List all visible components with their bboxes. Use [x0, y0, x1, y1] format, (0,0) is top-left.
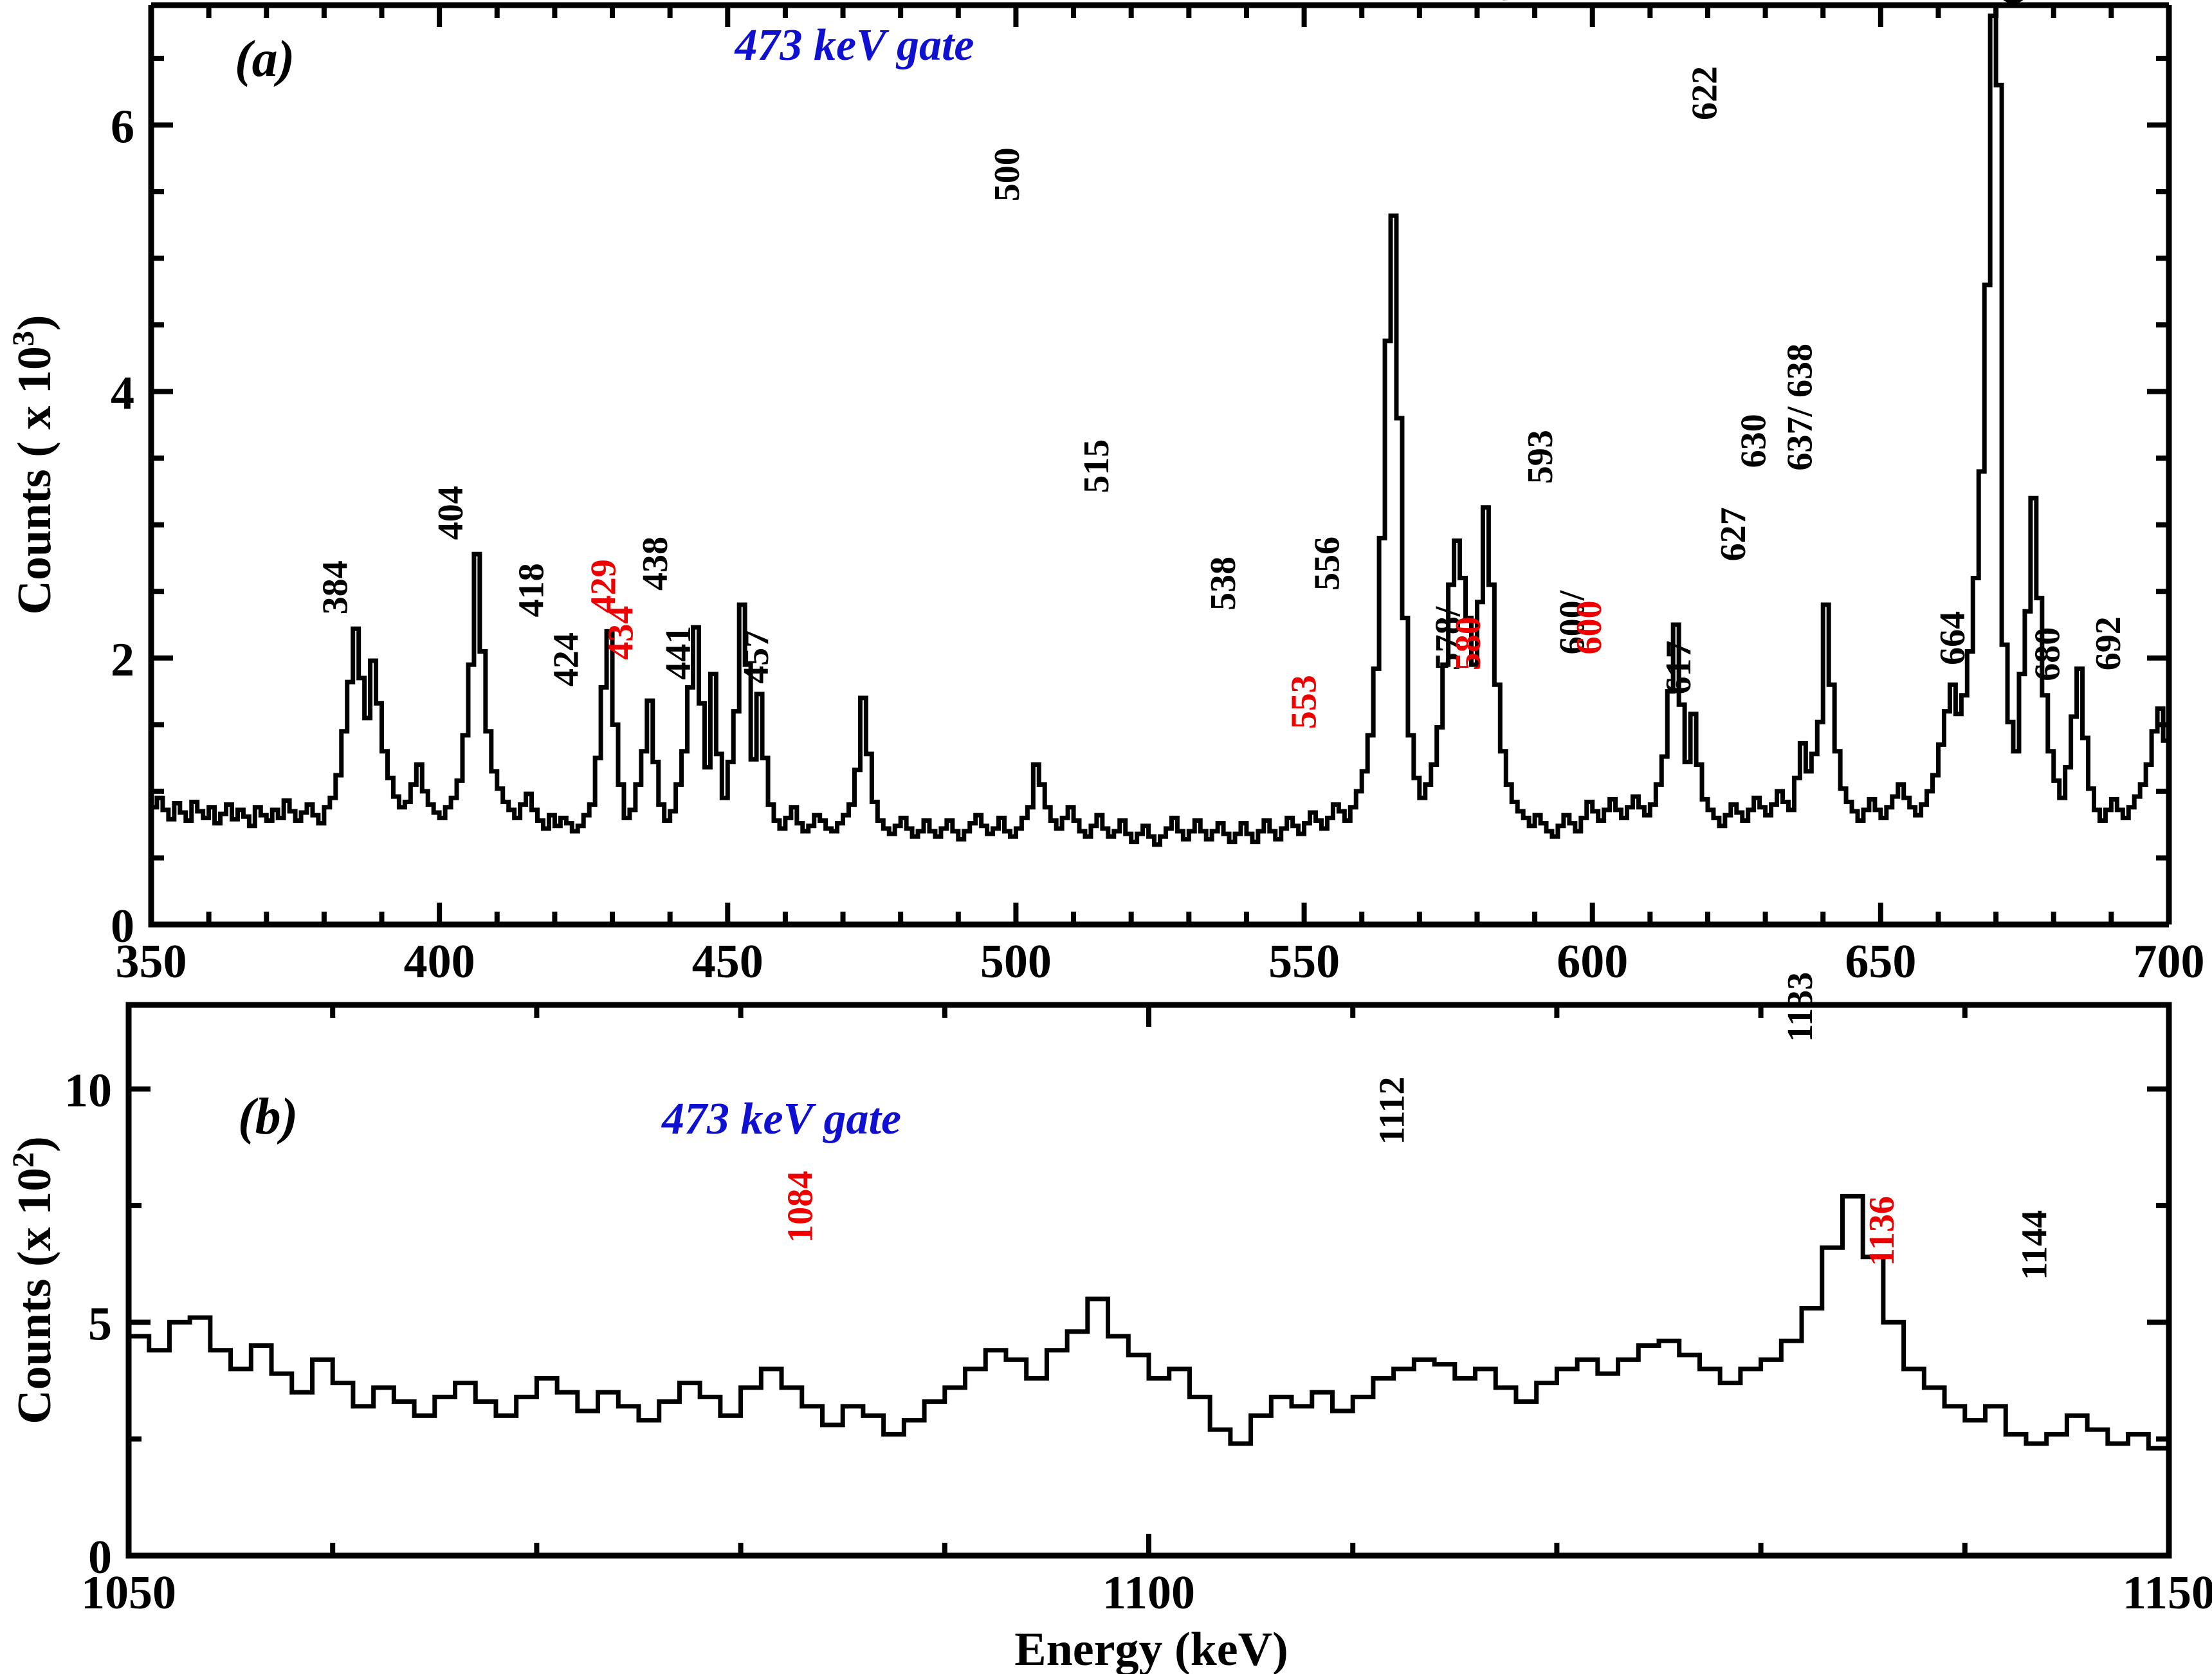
peak-label-1133: 1133 — [1780, 972, 1820, 1042]
peak-label-1084: 1084 — [781, 1171, 821, 1243]
peak-label-617: 617 — [1659, 641, 1699, 695]
y-axis-title-close: ) — [8, 1136, 61, 1152]
y-tick-label: 5 — [88, 1298, 112, 1350]
panel-b: 1050 1100 1150 0 5 10 1084 1112 1133 1136 1144 (b) 4… — [6, 972, 2212, 1619]
x-tick-label: 550 — [1268, 935, 1340, 988]
y-axis-title-exponent: 3 — [6, 331, 41, 346]
y-axis-title: Counts (x 102) — [6, 1136, 61, 1424]
ticks — [149, 5, 2171, 927]
panel-tag-a: (a) — [235, 31, 295, 87]
peak-label-538: 538 — [1203, 556, 1243, 611]
ticks — [126, 1005, 2171, 1558]
peak-label-457: 457 — [736, 630, 776, 684]
y-axis-title-main: Counts ( x 10 — [8, 346, 61, 614]
x-tick-label: 1150 — [2123, 1567, 2212, 1619]
peak-label-434: 434 — [601, 606, 641, 660]
x-tick-label: 1100 — [1102, 1567, 1195, 1619]
x-axis-title: Energy (keV) — [1014, 1623, 1288, 1674]
y-tick-label: 0 — [88, 1531, 112, 1584]
peak-label-1112: 1112 — [1373, 1077, 1412, 1145]
peak-label-384: 384 — [316, 560, 356, 614]
y-axis-title-close: ) — [8, 315, 61, 331]
x-tick-label: 600 — [1557, 935, 1628, 988]
peak-label-404: 404 — [431, 486, 471, 540]
peak-label-593: 593 — [1521, 430, 1560, 484]
peak-label-441: 441 — [659, 626, 699, 680]
spectrum-trace — [151, 14, 2169, 847]
axis-left-bottom — [148, 5, 2169, 928]
axis-box — [125, 1002, 2172, 1559]
peak-label-664: 664 — [1933, 611, 1973, 665]
peak-label-556: 556 — [1307, 537, 1347, 591]
gate-annotation: 473 keV gate — [733, 21, 974, 70]
peak-label-622: 622 — [1685, 66, 1724, 120]
y-axis-title: Counts ( x 103) — [6, 315, 61, 615]
panel-a: 350 400 450 500 550 600 650 700 0 2 4 6 384 404 418 424… — [6, 0, 2205, 988]
y-axis-title-main: Counts (x 10 — [8, 1168, 61, 1424]
peak-label-418: 418 — [512, 563, 552, 617]
y-tick-label: 10 — [64, 1065, 112, 1118]
axis-frame — [148, 2, 2172, 928]
peak-label-676: 676 — [1993, 0, 2033, 5]
peak-label-515: 515 — [1077, 439, 1117, 493]
peak-label-429: 429 — [584, 559, 624, 613]
x-tick-label: 350 — [116, 935, 187, 988]
x-tick-label: 450 — [692, 935, 763, 988]
y-tick-label: 0 — [111, 900, 134, 953]
y-tick-label: 4 — [111, 367, 134, 420]
peak-label-1144: 1144 — [2015, 1210, 2055, 1280]
y-tick-label: 2 — [111, 634, 134, 686]
peak-label-627: 627 — [1714, 507, 1753, 561]
peak-label-637638: 637/ 638 — [1780, 344, 1820, 471]
peak-label-424: 424 — [546, 632, 586, 686]
peak-label-680: 680 — [2028, 627, 2068, 681]
x-tick-label: 400 — [404, 935, 475, 988]
peak-label-600: 600 — [1569, 600, 1609, 654]
x-tick-label: 700 — [2134, 935, 2205, 988]
peak-label-600: 600/ — [1552, 589, 1592, 654]
peak-label-438: 438 — [635, 537, 675, 591]
x-tick-label: 500 — [980, 935, 1052, 988]
y-axis-title-exponent: 2 — [6, 1152, 41, 1168]
x-tick-label: 650 — [1845, 935, 1916, 988]
peak-label-630: 630 — [1734, 414, 1774, 468]
panel-tag-b: (b) — [238, 1089, 298, 1145]
axis-frame — [125, 1002, 2172, 1559]
peak-label-1136: 1136 — [1862, 1196, 1902, 1266]
peak-label-553: 553 — [1284, 675, 1324, 729]
peak-label-500: 500 — [987, 147, 1027, 201]
y-tick-label: 6 — [111, 100, 134, 153]
peak-label-692: 692 — [2089, 616, 2128, 670]
peak-label-586: 586 — [1477, 0, 1517, 2]
peak-label-580: 580 — [1449, 616, 1488, 670]
x-tick-label: 1050 — [81, 1567, 176, 1619]
gate-annotation: 473 keV gate — [661, 1094, 901, 1144]
peak-label-578: 578/ — [1429, 605, 1468, 670]
spectrum-trace — [129, 1193, 2169, 1451]
